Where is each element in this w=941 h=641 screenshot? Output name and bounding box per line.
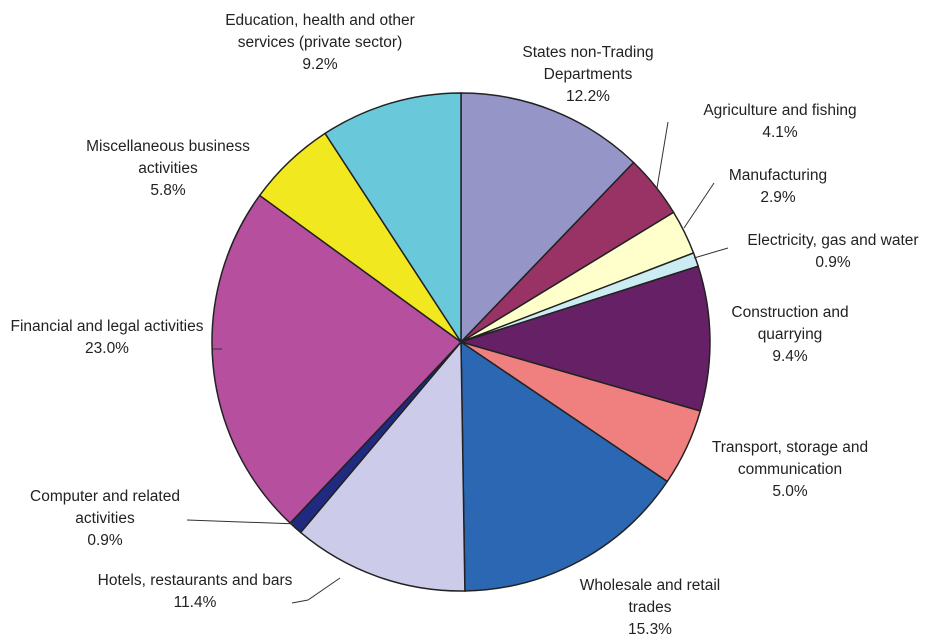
pie-slice xyxy=(460,92,635,344)
value-label: 2.9% xyxy=(760,189,796,206)
category-name: Construction and quarrying xyxy=(731,304,849,343)
value-label: 0.9% xyxy=(815,254,851,271)
category-name: Education, health and other services (pr… xyxy=(225,12,415,51)
leader-line xyxy=(291,577,341,604)
value-label: 9.4% xyxy=(772,348,808,365)
leader-line xyxy=(693,247,729,259)
pie-slice xyxy=(460,340,669,592)
slice-label: Computer and related activities 0.9% xyxy=(5,486,205,552)
category-name: Electricity, gas and water xyxy=(747,232,919,249)
value-label: 5.0% xyxy=(772,483,808,500)
value-label: 4.1% xyxy=(762,124,798,141)
category-name: Hotels, restaurants and bars xyxy=(97,572,293,589)
slice-label: Transport, storage and communication 5.0% xyxy=(690,437,890,503)
value-label: 0.9% xyxy=(87,532,123,549)
value-label: 23.0% xyxy=(85,340,129,357)
pie-slice xyxy=(324,92,462,345)
leader-line xyxy=(683,182,715,229)
slice-label: Electricity, gas and water 0.9% xyxy=(733,230,933,274)
value-label: 11.4% xyxy=(173,594,217,611)
value-label: 12.2% xyxy=(566,88,610,105)
slice-label: Construction and quarrying 9.4% xyxy=(710,302,870,368)
slice-label: States non-Trading Departments 12.2% xyxy=(503,42,673,108)
leader-line xyxy=(656,121,669,189)
slice-label: Manufacturing 2.9% xyxy=(708,165,848,209)
slice-label: Agriculture and fishing 4.1% xyxy=(680,100,880,144)
slice-label: Hotels, restaurants and bars 11.4% xyxy=(95,570,295,614)
category-name: Miscellaneous business activities xyxy=(86,138,250,177)
pie-slice xyxy=(458,265,711,412)
slice-label: Education, health and other services (pr… xyxy=(220,10,420,76)
value-label: 15.3% xyxy=(628,621,672,638)
category-name: Manufacturing xyxy=(728,167,828,184)
pie-slice xyxy=(299,339,466,592)
category-name: States non-Trading Departments xyxy=(522,44,654,83)
value-label: 5.8% xyxy=(150,182,186,199)
category-name: Agriculture and fishing xyxy=(703,102,857,119)
category-name: Wholesale and retail trades xyxy=(579,577,721,616)
slice-label: Wholesale and retail trades 15.3% xyxy=(570,575,730,641)
category-name: Computer and related activities xyxy=(30,488,180,527)
slice-label: Miscellaneous business activities 5.8% xyxy=(58,136,278,202)
pie-slice xyxy=(211,194,463,525)
category-name: Financial and legal activities xyxy=(10,318,204,335)
value-label: 9.2% xyxy=(302,56,338,73)
leader-line xyxy=(186,519,299,525)
slice-label: Financial and legal activities 23.0% xyxy=(7,316,207,360)
category-name: Transport, storage and communication xyxy=(711,439,869,478)
